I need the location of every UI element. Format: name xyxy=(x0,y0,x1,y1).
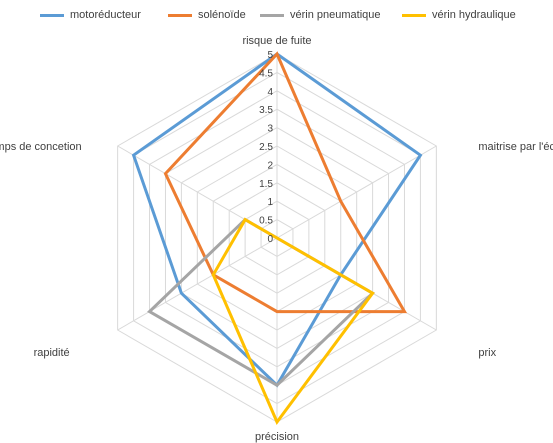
radial-tick-labels: 0 0.5 1 1.5 2 2.5 3 3.5 4 4.5 5 xyxy=(259,50,273,245)
tick-label: 4 xyxy=(267,87,273,98)
tick-label: 4.5 xyxy=(259,68,273,79)
legend-item-motoreducteur: motoréducteur xyxy=(40,6,141,24)
tick-label: 0.5 xyxy=(259,216,273,227)
tick-label: 3 xyxy=(267,124,273,135)
axis-label: maitrise par l'écurie xyxy=(478,141,553,153)
tick-label: 3.5 xyxy=(259,105,273,116)
tick-label: 1 xyxy=(267,197,273,208)
axis-label: précision xyxy=(255,431,299,443)
legend-label: solénoïde xyxy=(198,9,246,21)
axis-label: risque de fuite xyxy=(242,35,311,47)
grid-spoke xyxy=(117,237,278,331)
axis-labels: risque de fuite maitrise par l'écurie prix… xyxy=(0,35,553,443)
chart-legend: motoréducteur solénoïde vérin pneumatiqu… xyxy=(0,6,553,24)
tick-label: 0 xyxy=(267,234,273,245)
axis-label: prix xyxy=(478,347,496,359)
legend-item-verin-hydraulique: vérin hydraulique xyxy=(402,6,516,24)
legend-item-verin-pneumatique: vérin pneumatique xyxy=(260,6,381,24)
axis-label: Temps de concetion xyxy=(0,141,82,153)
axis-label: rapidité xyxy=(34,347,70,359)
series-line-solenoide xyxy=(163,51,408,314)
legend-item-solenoide: solénoïde xyxy=(168,6,246,24)
radar-series xyxy=(131,51,423,425)
grid-spoke xyxy=(276,145,437,239)
legend-swatch xyxy=(260,13,284,17)
legend-label: vérin pneumatique xyxy=(290,9,381,21)
legend-swatch xyxy=(402,13,426,17)
tick-label: 2 xyxy=(267,160,273,171)
tick-label: 2.5 xyxy=(259,142,273,153)
series-line-verin-hydraulique xyxy=(211,217,375,425)
tick-label: 1.5 xyxy=(259,179,273,190)
tick-label: 5 xyxy=(267,50,273,61)
legend-swatch xyxy=(40,13,64,17)
legend-label: vérin hydraulique xyxy=(432,9,516,21)
legend-swatch xyxy=(168,13,192,17)
legend-label: motoréducteur xyxy=(70,9,141,21)
